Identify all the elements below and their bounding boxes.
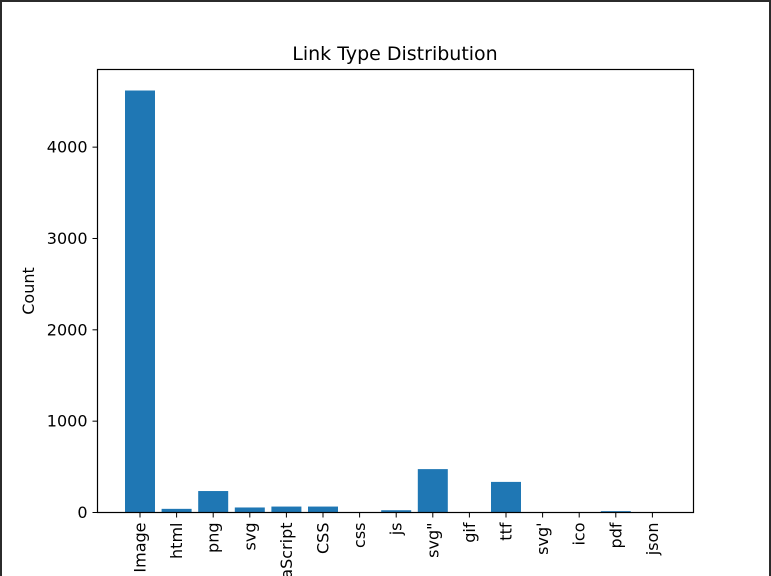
y-tick-label-2: 2000: [47, 320, 88, 339]
x-tick-label-4: JavaScript: [277, 523, 296, 576]
x-tick-label-11: svg': [533, 523, 552, 555]
bar-10: [491, 481, 521, 513]
bar-3: [234, 507, 265, 513]
y-axis-label: Count: [19, 267, 38, 315]
x-tick-label-7: js: [387, 523, 406, 537]
x-tick-label-0: Image: [131, 523, 150, 573]
x-tick-label-1: html: [167, 523, 186, 559]
bar-4: [271, 506, 302, 513]
bars-group: [125, 90, 668, 513]
x-tick-label-3: svg: [240, 523, 259, 551]
x-tick-label-2: png: [204, 523, 223, 553]
bar-7: [381, 510, 412, 513]
bar-5: [308, 506, 338, 513]
y-tick-label-1: 1000: [47, 412, 88, 431]
x-tick-label-8: svg": [423, 523, 442, 558]
x-tick-label-5: CSS: [314, 523, 333, 554]
x-tick-label-14: json: [643, 523, 662, 557]
bar-8: [417, 469, 448, 513]
plot-frame: [96, 68, 695, 514]
bar-0: [125, 90, 155, 513]
x-tick-label-10: ttf: [497, 522, 516, 541]
x-tick-label-13: pdf: [606, 522, 625, 548]
chart-title: Link Type Distribution: [292, 43, 497, 65]
y-axis: 0 1000 2000 3000 4000: [47, 138, 98, 522]
y-tick-label-0: 0: [77, 503, 87, 522]
y-tick-label-4: 4000: [47, 138, 88, 157]
bar-1: [161, 508, 192, 513]
bar-2: [198, 491, 229, 513]
x-tick-label-6: css: [350, 523, 369, 548]
x-tick-label-12: ico: [570, 523, 589, 546]
bar-13: [600, 511, 631, 513]
x-tick-label-9: gif: [460, 522, 479, 543]
x-axis: Image html png svg JavaScript CSS css js svg" gif…: [131, 512, 662, 576]
y-tick-label-3: 3000: [47, 229, 88, 248]
